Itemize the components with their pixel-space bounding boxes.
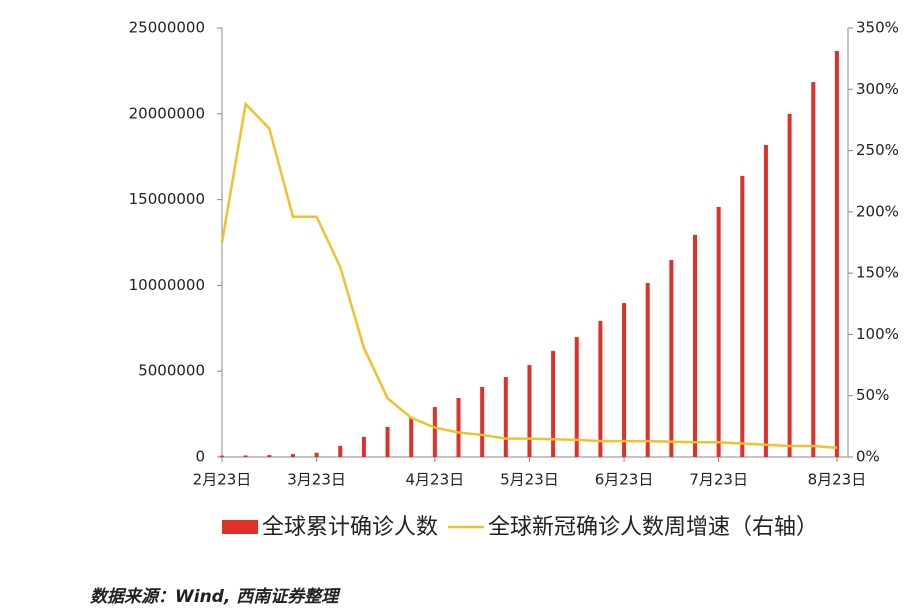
bar bbox=[243, 455, 248, 457]
x-tick-label: 4月23日 bbox=[406, 471, 465, 489]
x-tick-label: 7月23日 bbox=[689, 471, 748, 489]
y2-tick-label: 100% bbox=[856, 325, 899, 343]
bar bbox=[409, 418, 414, 457]
bar bbox=[480, 386, 485, 457]
y-tick-label: 10000000 bbox=[129, 276, 205, 294]
y-tick-label: 5000000 bbox=[138, 362, 205, 380]
y2-tick-label: 250% bbox=[856, 141, 899, 159]
x-tick-label: 6月23日 bbox=[595, 471, 654, 489]
x-tick-label: 2月23日 bbox=[193, 471, 252, 489]
bar bbox=[338, 445, 343, 457]
y2-tick-label: 300% bbox=[856, 80, 899, 98]
x-tick-label: 3月23日 bbox=[287, 471, 346, 489]
line bbox=[220, 101, 837, 450]
bar bbox=[574, 337, 579, 457]
bar bbox=[811, 82, 816, 457]
bar bbox=[669, 260, 674, 457]
bar bbox=[622, 303, 627, 457]
bar bbox=[385, 426, 390, 457]
bar bbox=[693, 234, 697, 457]
x-tick-label: 5月23日 bbox=[500, 471, 559, 489]
bar bbox=[361, 436, 366, 457]
y2-tick-label: 350% bbox=[856, 19, 899, 37]
legend-label: 全球累计确诊人数 bbox=[262, 515, 438, 540]
bar bbox=[551, 350, 556, 457]
bar bbox=[503, 377, 508, 457]
legend-label: 全球新冠确诊人数周增速（右轴） bbox=[488, 515, 818, 540]
bar bbox=[716, 206, 721, 457]
y-tick-label: 25000000 bbox=[129, 19, 205, 37]
bar bbox=[645, 282, 650, 457]
bar bbox=[220, 455, 224, 457]
y2-tick-label: 0% bbox=[856, 448, 880, 466]
bar bbox=[787, 113, 792, 457]
x-tick-label: 8月23日 bbox=[808, 471, 867, 489]
bar bbox=[456, 397, 461, 457]
source-note: 数据来源：Wind, 西南证券整理 bbox=[90, 587, 341, 607]
legend-swatch bbox=[222, 520, 258, 534]
bar bbox=[314, 452, 319, 457]
y2-tick-label: 200% bbox=[856, 202, 899, 220]
bar bbox=[598, 320, 603, 457]
y-tick-label: 0 bbox=[195, 448, 205, 466]
y-tick-label: 15000000 bbox=[129, 190, 205, 208]
y-tick-label: 20000000 bbox=[129, 104, 205, 122]
bar bbox=[267, 455, 272, 457]
y2-tick-label: 50% bbox=[856, 386, 889, 404]
bar bbox=[740, 175, 745, 458]
bar bbox=[290, 454, 295, 457]
bar bbox=[834, 50, 839, 458]
bar bbox=[432, 407, 437, 457]
y2-tick-label: 150% bbox=[856, 264, 899, 282]
bar bbox=[527, 365, 532, 457]
bar bbox=[763, 145, 768, 458]
